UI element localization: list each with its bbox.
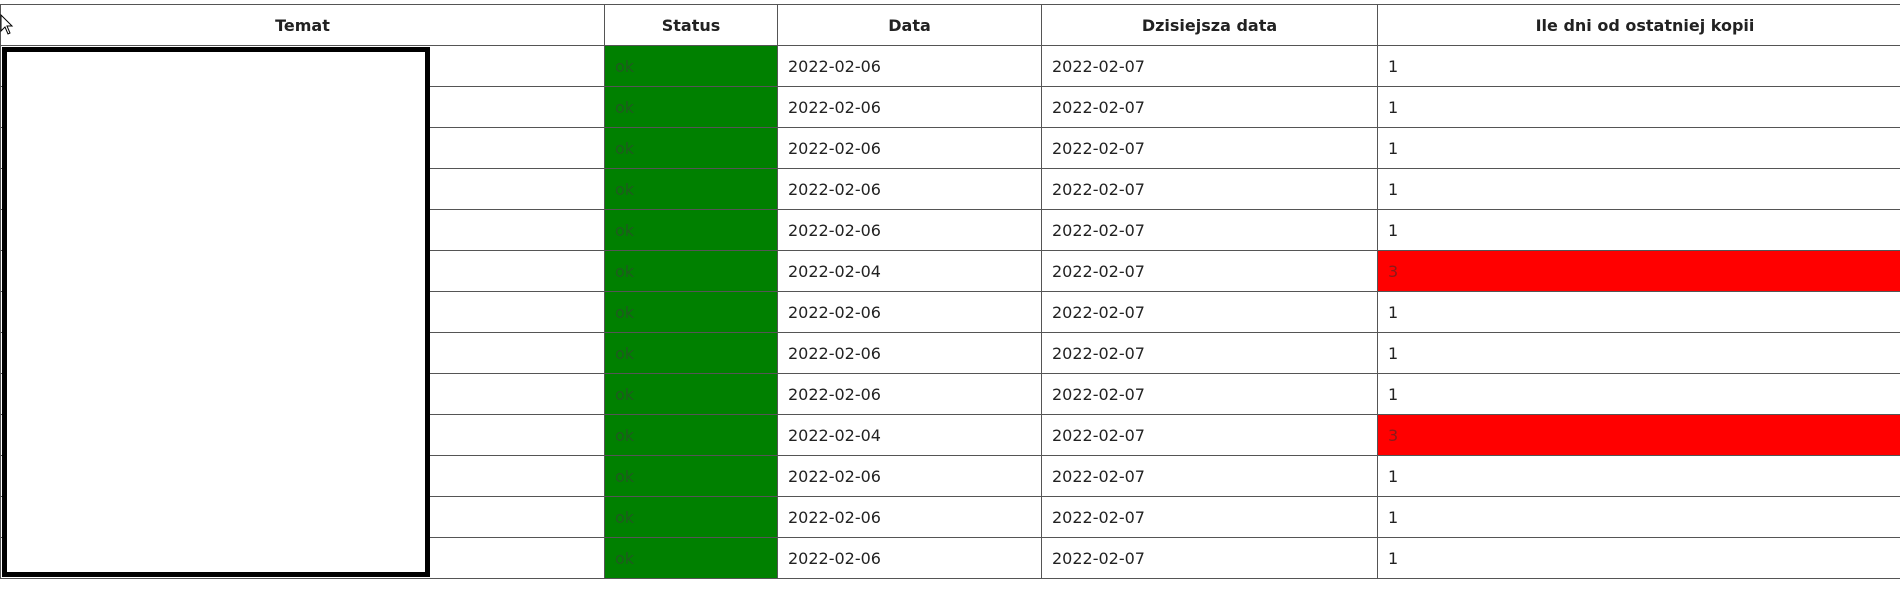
data-cell: 2022-02-06 [777, 45, 1042, 87]
mouse-pointer-icon [0, 14, 14, 35]
data-cell: 2022-02-06 [777, 496, 1042, 538]
table-row: ok 2022-02-04 2022-02-07 3 [0, 414, 1900, 456]
dzisiejsza-data-cell: 2022-02-07 [1041, 209, 1378, 251]
days-since-backup-cell: 1 [1377, 127, 1900, 169]
dzisiejsza-data-cell: 2022-02-07 [1041, 373, 1378, 415]
data-cell: 2022-02-06 [777, 86, 1042, 128]
data-cell: 2022-02-04 [777, 414, 1042, 456]
status-cell: ok [604, 332, 778, 374]
days-since-backup-cell: 1 [1377, 209, 1900, 251]
data-cell: 2022-02-06 [777, 209, 1042, 251]
header-data: Data [777, 4, 1042, 46]
header-temat: Temat [0, 4, 605, 46]
dzisiejsza-data-cell: 2022-02-07 [1041, 332, 1378, 374]
days-since-backup-cell: 1 [1377, 332, 1900, 374]
dzisiejsza-data-cell: 2022-02-07 [1041, 291, 1378, 333]
data-cell: 2022-02-06 [777, 168, 1042, 210]
data-cell: 2022-02-06 [777, 291, 1042, 333]
redaction-box [2, 47, 430, 577]
dzisiejsza-data-cell: 2022-02-07 [1041, 127, 1378, 169]
status-cell: ok [604, 455, 778, 497]
days-since-backup-cell: 1 [1377, 86, 1900, 128]
status-cell: ok [604, 168, 778, 210]
days-since-backup-cell: 1 [1377, 373, 1900, 415]
dzisiejsza-data-cell: 2022-02-07 [1041, 86, 1378, 128]
dzisiejsza-data-cell: 2022-02-07 [1041, 45, 1378, 87]
dzisiejsza-data-cell: 2022-02-07 [1041, 537, 1378, 579]
days-since-backup-cell: 3 [1377, 414, 1900, 456]
dzisiejsza-data-cell: 2022-02-07 [1041, 168, 1378, 210]
dzisiejsza-data-cell: 2022-02-07 [1041, 496, 1378, 538]
days-since-backup-cell: 3 [1377, 250, 1900, 292]
status-cell: ok [604, 537, 778, 579]
header-dzisiejsza-data: Dzisiejsza data [1041, 4, 1378, 46]
status-cell: ok [604, 127, 778, 169]
data-cell: 2022-02-06 [777, 373, 1042, 415]
dzisiejsza-data-cell: 2022-02-07 [1041, 250, 1378, 292]
dzisiejsza-data-cell: 2022-02-07 [1041, 455, 1378, 497]
data-cell: 2022-02-06 [777, 537, 1042, 579]
status-cell: ok [604, 496, 778, 538]
data-cell: 2022-02-06 [777, 332, 1042, 374]
days-since-backup-cell: 1 [1377, 291, 1900, 333]
status-cell: ok [604, 45, 778, 87]
days-since-backup-cell: 1 [1377, 45, 1900, 87]
data-cell: 2022-02-06 [777, 127, 1042, 169]
data-cell: 2022-02-06 [777, 455, 1042, 497]
status-cell: ok [604, 291, 778, 333]
status-cell: ok [604, 414, 778, 456]
days-since-backup-cell: 1 [1377, 496, 1900, 538]
header-ile-dni: Ile dni od ostatniej kopii [1377, 4, 1900, 46]
header-status: Status [604, 4, 778, 46]
status-cell: ok [604, 250, 778, 292]
days-since-backup-cell: 1 [1377, 455, 1900, 497]
days-since-backup-cell: 1 [1377, 537, 1900, 579]
status-cell: ok [604, 209, 778, 251]
status-cell: ok [604, 373, 778, 415]
data-cell: 2022-02-04 [777, 250, 1042, 292]
status-cell: ok [604, 86, 778, 128]
table-header-row: Temat Status Data Dzisiejsza data Ile dn… [0, 4, 1900, 46]
dzisiejsza-data-cell: 2022-02-07 [1041, 414, 1378, 456]
days-since-backup-cell: 1 [1377, 168, 1900, 210]
